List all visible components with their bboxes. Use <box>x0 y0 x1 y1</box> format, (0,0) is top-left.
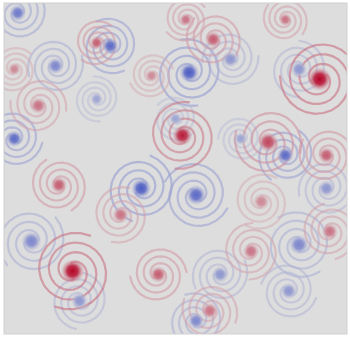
vortex-filament <box>280 54 347 114</box>
vortex-filament <box>267 273 316 317</box>
vortex-core <box>90 92 104 106</box>
vortex-core <box>179 13 193 27</box>
vortex-core <box>71 292 88 309</box>
vorticity-field <box>0 0 350 337</box>
vortex-core <box>289 234 310 255</box>
vortex-core <box>131 178 152 199</box>
vortex-core <box>318 180 335 197</box>
vortex-core <box>102 37 119 54</box>
vortex-filament <box>4 54 33 91</box>
vortex-filament <box>4 3 38 30</box>
vortex-core <box>21 231 42 252</box>
vortex-filament <box>49 243 106 310</box>
vortex-filament <box>130 256 180 299</box>
vortex-core <box>258 132 279 153</box>
vortex-filament <box>193 251 241 292</box>
vortex-core <box>61 259 85 283</box>
vortex-filament <box>119 156 172 215</box>
vortex-core <box>242 243 259 260</box>
vortex-core <box>222 51 239 68</box>
vortex-core <box>179 62 200 83</box>
vortex-core <box>6 130 23 147</box>
vortex-core <box>47 57 64 74</box>
vortex-filament <box>103 194 144 242</box>
vortex-core <box>205 31 222 48</box>
vortex-core <box>318 147 335 164</box>
vortex-filament <box>226 223 269 273</box>
vortex-filament <box>306 171 347 213</box>
vortex-filament <box>4 114 36 157</box>
vortex-core <box>201 302 218 319</box>
vortex-core <box>9 4 26 21</box>
vortex-filament <box>269 3 306 34</box>
vortex-core <box>290 61 307 78</box>
vortex-filament <box>87 26 128 73</box>
vortex-core <box>278 13 292 27</box>
vortex-core <box>186 185 207 206</box>
vortex-core <box>50 176 67 193</box>
vortex-filament <box>77 82 111 121</box>
vortex-core <box>277 147 294 164</box>
vortex-filament <box>33 160 78 208</box>
vortex-filament <box>312 210 348 260</box>
vortex-core <box>234 132 248 146</box>
vortex-core <box>169 112 183 126</box>
vortex-filament <box>183 294 231 334</box>
vortex-filament <box>134 55 173 90</box>
vortex-filament <box>8 218 64 270</box>
vortex-core <box>308 67 332 91</box>
vortex-filament <box>167 4 204 40</box>
vortex-core <box>150 266 167 283</box>
vortex-core <box>90 36 104 50</box>
vortex-filament <box>28 42 76 83</box>
field-background <box>4 3 347 334</box>
vortex-filament <box>238 175 278 222</box>
vortex-filament <box>299 139 346 179</box>
vortex-filament <box>170 172 228 226</box>
vortex-core <box>112 206 129 223</box>
vortex-core <box>212 266 229 283</box>
vortex-core <box>321 223 338 240</box>
vortex-core <box>145 69 159 83</box>
vortex-core <box>7 62 21 76</box>
vortex-core <box>172 125 193 146</box>
vortex-filament <box>153 102 203 161</box>
vortex-filament <box>4 3 45 36</box>
vortex-core <box>188 312 205 329</box>
vortices <box>4 3 347 334</box>
vortex-core <box>253 193 270 210</box>
plot-frame <box>4 3 347 334</box>
vortex-core <box>280 282 297 299</box>
vortex-core <box>30 97 47 114</box>
